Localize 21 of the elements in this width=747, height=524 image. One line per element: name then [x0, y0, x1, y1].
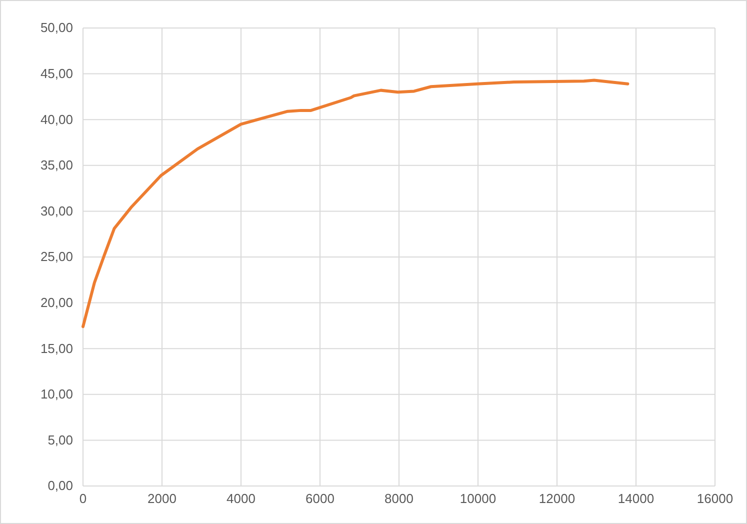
- y-tick-label: 40,00: [40, 112, 73, 127]
- y-tick-label: 35,00: [40, 158, 73, 173]
- x-tick-label: 16000: [696, 491, 734, 506]
- y-tick-label: 20,00: [40, 294, 73, 310]
- x-tick-label: 8000: [384, 491, 414, 506]
- y-tick-label: 50,00: [40, 20, 73, 36]
- x-tick-label: 12000: [538, 491, 576, 506]
- y-tick-label: 30,00: [40, 203, 73, 218]
- x-tick-label: 4000: [226, 491, 256, 506]
- y-tick-label: 15,00: [40, 340, 73, 356]
- x-tick-label: 14000: [618, 491, 654, 506]
- x-tick-label: 10000: [460, 491, 496, 506]
- y-tick-label: 45,00: [40, 66, 73, 81]
- y-tick-label: 0,00: [48, 478, 73, 494]
- y-tick-label: 25,00: [40, 249, 73, 264]
- x-tick-label: 0: [79, 491, 87, 506]
- x-tick-label: 2000: [148, 491, 176, 506]
- y-tick-label: 5,00: [48, 432, 73, 448]
- line-series: [82, 78, 630, 328]
- x-tick-label: 6000: [306, 491, 334, 506]
- y-tick-label: 10,00: [40, 386, 73, 402]
